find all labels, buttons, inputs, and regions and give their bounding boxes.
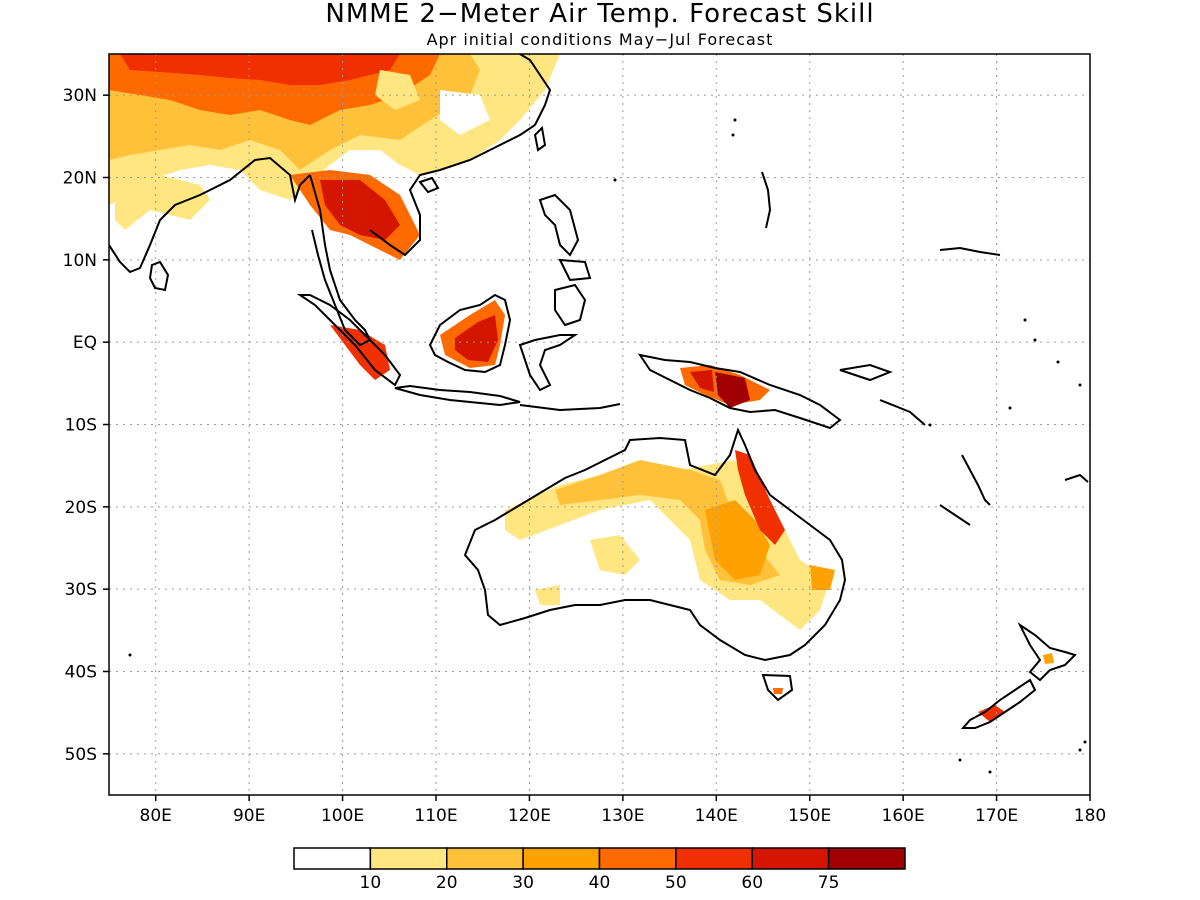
coast-indochina <box>369 124 536 257</box>
colorbar: 10 20 30 40 50 60 75 <box>293 847 906 893</box>
shade-png-dark <box>715 372 750 408</box>
coast-fiji <box>1064 473 1089 483</box>
shade-tasmania <box>773 688 783 694</box>
lon-tick-label: 90E <box>233 806 265 826</box>
coast-nz-north <box>1017 622 1077 682</box>
colorbar-label: 20 <box>436 873 458 893</box>
coast-visayas <box>558 258 592 282</box>
colorbar-label: 30 <box>512 873 534 893</box>
skill-shading <box>109 54 1054 722</box>
island-dots <box>128 118 1087 774</box>
longitude-axis: 80E 90E 100E 110E 120E 130E 140E 150E 160E 170E 18… <box>140 795 1106 826</box>
shade-aus-center <box>590 535 640 575</box>
coast-australia <box>463 427 847 662</box>
colorbar-label: 75 <box>818 873 840 893</box>
coast-micronesia <box>939 246 1001 256</box>
coast-sumatra <box>296 294 402 387</box>
coast-new-britain <box>839 363 893 382</box>
lon-tick-label: 140E <box>695 806 738 826</box>
coast-hainan <box>418 176 440 194</box>
shade-nz-north <box>1043 653 1054 664</box>
colorbar-swatch <box>522 847 601 870</box>
coast-india <box>109 156 311 274</box>
coast-nz-south <box>960 678 1037 729</box>
colorbar-swatch <box>675 847 753 870</box>
lat-tick-label: 10S <box>65 416 97 436</box>
shade-nz-south <box>978 705 1005 722</box>
shade-indochina-red <box>320 180 400 240</box>
shade-aus-sw <box>535 585 560 605</box>
colorbar-label: 10 <box>360 873 382 893</box>
lon-tick-label: 160E <box>882 806 925 826</box>
lat-tick-label: 10N <box>63 251 97 271</box>
lon-tick-label: 80E <box>140 806 172 826</box>
coast-lesser-sunda <box>519 403 621 412</box>
colorbar-swatch <box>751 847 830 870</box>
shade-borneo-red <box>455 315 498 362</box>
shade-aus-ne-orange <box>705 500 770 580</box>
lon-tick-label: 120E <box>508 806 551 826</box>
coast-mindanao <box>554 283 587 327</box>
lat-tick-label: 30N <box>63 86 97 106</box>
coast-taiwan <box>533 125 547 152</box>
shade-png-red <box>690 370 714 392</box>
colorbar-swatch <box>446 847 524 870</box>
graticule <box>109 54 1090 795</box>
colorbar-swatch <box>369 847 448 870</box>
lat-tick-label: 50S <box>65 745 97 765</box>
coast-solomons <box>879 399 926 426</box>
colorbar-label: 60 <box>741 873 763 893</box>
lon-tick-label: 110E <box>414 806 457 826</box>
colorbar-label: 50 <box>665 873 687 893</box>
coast-new-caledonia <box>939 504 971 526</box>
coast-java <box>394 384 521 407</box>
coast-marianas <box>761 171 772 229</box>
latitude-axis: 30N 20N 10N EQ 10S 20S 30S 40S 50S <box>63 86 109 765</box>
colorbar-swatch <box>827 847 906 870</box>
coast-malay-peninsula <box>309 174 372 347</box>
lat-tick-label: 30S <box>65 580 97 600</box>
map-layers <box>109 54 1090 795</box>
shade-asia-hole-2 <box>440 90 490 135</box>
lat-tick-label: 40S <box>65 663 97 683</box>
lat-tick-label: 20N <box>63 169 97 189</box>
lon-tick-label: 130E <box>601 806 644 826</box>
shade-asia-top <box>120 54 400 85</box>
map-title: NMME 2−Meter Air Temp. Forecast Skill <box>325 0 874 29</box>
lat-tick-label: EQ <box>73 333 97 353</box>
coast-new-guinea <box>637 353 842 430</box>
shade-india-spots <box>115 175 210 230</box>
lat-tick-label: 20S <box>65 498 97 518</box>
coast-luzon <box>538 193 580 257</box>
colorbar-swatch <box>293 847 372 870</box>
coastlines <box>109 54 1089 729</box>
map-subtitle: Apr initial conditions May−Jul Forecast <box>427 30 774 49</box>
colorbar-swatch <box>598 847 677 870</box>
lon-tick-label: 170E <box>975 806 1018 826</box>
coast-sulawesi <box>518 334 579 392</box>
coast-sri-lanka <box>148 260 170 292</box>
coast-vanuatu <box>961 454 991 506</box>
lon-tick-label: 100E <box>321 806 364 826</box>
shade-aus-ne-strong <box>735 450 785 545</box>
coast-china <box>519 54 552 126</box>
coast-tasmania <box>761 673 794 702</box>
lon-tick-label: 180 <box>1074 806 1106 826</box>
shade-asia-hole-1 <box>375 70 420 110</box>
colorbar-label: 40 <box>589 873 611 893</box>
shade-aus-east <box>810 565 835 590</box>
coast-borneo <box>428 293 512 374</box>
lon-tick-label: 150E <box>788 806 831 826</box>
